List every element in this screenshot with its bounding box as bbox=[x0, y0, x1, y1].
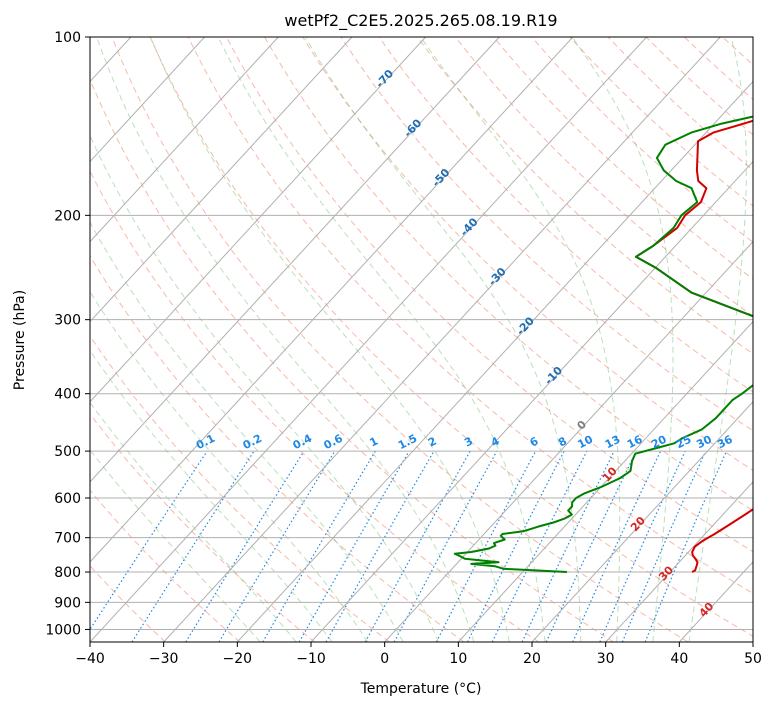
mixing-ratio-line bbox=[185, 450, 305, 642]
moist-adiabat bbox=[96, 37, 475, 642]
moist-adiabat bbox=[90, 221, 404, 642]
mixing-ratio-line bbox=[599, 450, 686, 642]
x-tick-label: 10 bbox=[449, 651, 467, 667]
mixing-ratio-line bbox=[218, 450, 336, 642]
moist-adiabat bbox=[90, 134, 439, 642]
x-tick-label: 40 bbox=[670, 651, 688, 667]
isotherm-line bbox=[90, 37, 205, 163]
mixing-ratio-line bbox=[393, 450, 498, 642]
grid-lines bbox=[90, 37, 753, 642]
mixing-ratio-line bbox=[90, 450, 208, 631]
mixing-ratio-line bbox=[491, 450, 588, 642]
x-axis-label: Temperature (°C) bbox=[360, 681, 482, 697]
dry-adiabat bbox=[90, 254, 465, 642]
isotherm-line bbox=[90, 37, 353, 323]
isotherm-line bbox=[90, 37, 279, 243]
x-tick-label: 30 bbox=[597, 651, 615, 667]
isotherm-line bbox=[236, 80, 753, 642]
moist-adiabat bbox=[90, 349, 333, 642]
moist-adiabat bbox=[90, 290, 369, 642]
plot-frame bbox=[89, 36, 754, 643]
isotherm-line bbox=[310, 160, 753, 642]
y-tick-label: 600 bbox=[54, 491, 81, 507]
dry-adiabat bbox=[90, 565, 166, 642]
isotherm-line bbox=[457, 320, 753, 642]
x-tick-label: −20 bbox=[223, 651, 253, 667]
mixing-ratio-label: 13 bbox=[603, 433, 623, 452]
isotherm-line bbox=[163, 37, 721, 642]
mixing-ratio-line bbox=[325, 450, 435, 642]
dry-adiabat bbox=[264, 37, 753, 512]
moist-adiabat bbox=[571, 37, 674, 642]
dry-adiabat bbox=[90, 78, 614, 642]
y-tick-label: 900 bbox=[54, 595, 81, 611]
dry-adiabat bbox=[90, 335, 390, 642]
y-axis: 100 200 300 400 500 600 700 800 900 1000 bbox=[45, 30, 90, 638]
isotherm-line bbox=[90, 37, 500, 483]
isotherm-line bbox=[90, 37, 574, 563]
y-tick-label: 800 bbox=[54, 565, 81, 581]
temperature-line bbox=[634, 119, 753, 573]
y-tick-label: 400 bbox=[54, 387, 81, 403]
mixing-ratio-line bbox=[364, 450, 471, 642]
y-tick-label: 300 bbox=[54, 313, 81, 329]
series-lines bbox=[453, 115, 753, 573]
dry-adiabat bbox=[225, 37, 753, 553]
background-lines bbox=[90, 37, 753, 642]
mixing-ratio-line bbox=[466, 450, 565, 642]
moist-adiabat bbox=[688, 37, 747, 642]
mixing-ratio-label: 25 bbox=[674, 433, 694, 452]
isotherm-line bbox=[531, 401, 753, 642]
mixing-ratio-label: 36 bbox=[715, 433, 735, 452]
isotherm-line bbox=[90, 37, 647, 642]
y-tick-label: 100 bbox=[54, 30, 81, 46]
moist-adiabat bbox=[420, 37, 621, 642]
dry-adiabat bbox=[90, 489, 241, 642]
dry-adiabat bbox=[90, 413, 316, 642]
moist-adiabat bbox=[90, 401, 297, 642]
x-tick-label: 50 bbox=[744, 651, 762, 667]
mixing-ratio-line bbox=[131, 450, 255, 642]
isotherm-line bbox=[605, 481, 753, 642]
dry-adiabat bbox=[340, 37, 753, 432]
mixing-ratio-label: 16 bbox=[625, 433, 645, 452]
moist-adiabat bbox=[217, 37, 546, 642]
y-tick-label: 700 bbox=[54, 531, 81, 547]
mixing-ratio-label: 20 bbox=[649, 433, 669, 452]
y-axis-label: Pressure (hPa) bbox=[12, 290, 28, 390]
mixing-ratio-label: 10 bbox=[576, 433, 596, 452]
x-axis: −40 −30 −20 −10 0 10 20 30 40 50 bbox=[75, 642, 762, 667]
moist-adiabat bbox=[150, 37, 510, 642]
chart-title: wetPf2_C2E5.2025.265.08.19.R19 bbox=[284, 11, 557, 31]
dry-adiabat bbox=[90, 170, 540, 642]
x-tick-label: 0 bbox=[380, 651, 389, 667]
x-tick-label: −10 bbox=[296, 651, 326, 667]
mixing-ratio-line bbox=[621, 450, 707, 642]
x-tick-label: −40 bbox=[75, 651, 105, 667]
dewpoint-line bbox=[453, 115, 753, 573]
dry-adiabat bbox=[187, 37, 753, 595]
y-tick-label: 200 bbox=[54, 208, 81, 224]
dry-adiabat bbox=[302, 37, 753, 471]
mixing-ratio-label: 30 bbox=[694, 433, 714, 452]
y-tick-label: 1000 bbox=[45, 622, 81, 638]
dry-adiabat bbox=[111, 37, 689, 642]
isotherm-line bbox=[384, 240, 753, 642]
x-tick-label: 20 bbox=[523, 651, 541, 667]
isotherm-line bbox=[90, 37, 426, 403]
x-tick-label: −30 bbox=[149, 651, 179, 667]
y-tick-label: 500 bbox=[54, 444, 81, 460]
